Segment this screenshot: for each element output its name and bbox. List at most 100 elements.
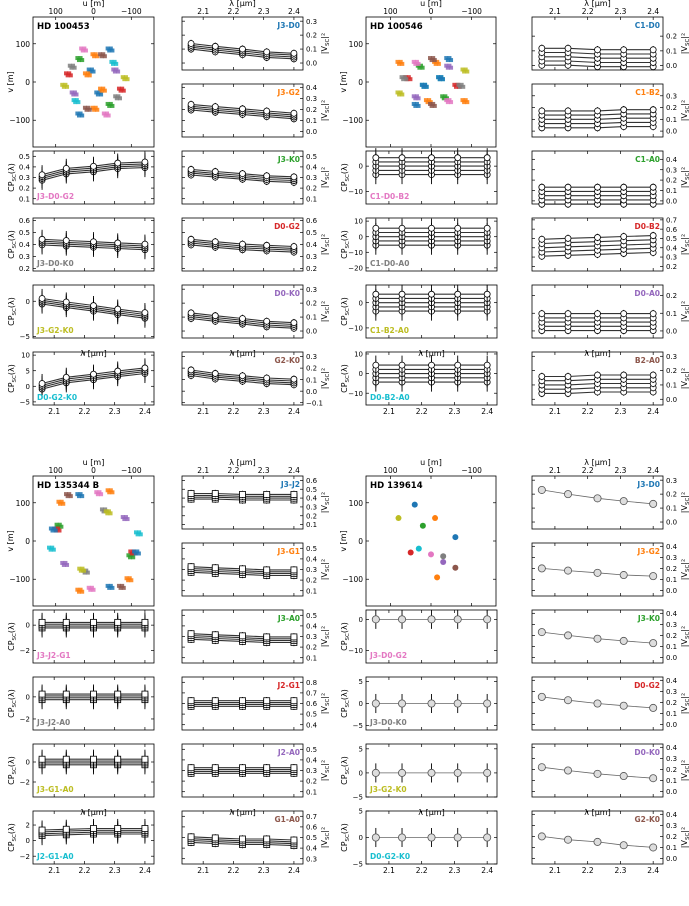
y-tick-label: 0.2 — [666, 33, 677, 41]
baseline-label: J3-J2 — [280, 480, 300, 489]
data-point — [38, 171, 46, 179]
data-point — [141, 158, 149, 166]
x-tick-label: 2.4 — [288, 866, 300, 875]
uv-point — [395, 515, 402, 522]
baseline-label: B2-A0 — [635, 356, 660, 365]
y-tick-label: 0.0 — [666, 62, 677, 70]
panel-frame — [181, 83, 304, 138]
u-tick-label: 100 — [383, 466, 398, 475]
cp-arg: (λ) — [340, 689, 349, 700]
panel-J3-K0: 0.10.20.30.40.5|VSC|²J3-K0 — [181, 150, 331, 205]
y-tick-label: 0.2 — [306, 577, 317, 585]
data-point — [649, 232, 657, 239]
panel-frame — [181, 284, 304, 339]
data-point — [211, 631, 219, 639]
v2-axis-label: |VSC|² — [680, 559, 689, 580]
panel-D0-A0: 0.00.10.2|VSC|²D0-A0 — [531, 284, 689, 339]
y-tick-label: 0.5 — [19, 153, 30, 161]
data-point — [454, 154, 462, 162]
y-tick-label: 0.1 — [306, 117, 317, 125]
panel-J3-K0: 0.00.10.20.30.4|VSC|²J3-K0 — [531, 609, 689, 664]
data-point — [564, 183, 572, 191]
v2-sub: SC — [325, 374, 331, 381]
cp-sub: SC — [12, 174, 18, 181]
data-point — [398, 699, 407, 708]
y-tick-label: 0.3 — [306, 633, 317, 641]
baseline-label: D0-G2-K0 — [370, 852, 410, 861]
x-tick-label: 2.2 — [582, 407, 594, 416]
data-point — [483, 290, 491, 298]
data-point — [38, 826, 46, 834]
u-axis-label: u [m] — [420, 458, 442, 467]
uv-point — [449, 65, 454, 70]
target-name: HD 100546 — [370, 22, 423, 32]
cp-sub: SC — [12, 308, 18, 315]
y-tick-label: 0.2 — [306, 644, 317, 652]
uv-point — [74, 92, 79, 97]
v2-sub: SC — [685, 833, 689, 840]
uv-point — [404, 77, 409, 82]
y-tick-label: 0.3 — [306, 504, 317, 512]
data-point — [187, 309, 195, 317]
v2-axis-label: |VSC|² — [680, 626, 689, 647]
x-tick-label: 2.1 — [48, 866, 60, 875]
data-point — [619, 571, 628, 580]
data-point — [114, 618, 122, 626]
data-point — [290, 243, 298, 250]
data-point — [90, 690, 97, 698]
y-tick-label: 0.6 — [306, 700, 318, 708]
v2-text: |V — [320, 46, 329, 55]
y-tick-label: 10 — [21, 352, 30, 360]
data-point — [428, 224, 435, 232]
cp-axis-label: CPSC(λ) — [7, 622, 18, 651]
uv-point — [434, 574, 441, 581]
data-point — [290, 375, 298, 383]
data-point — [141, 825, 149, 832]
baseline-label: C1-A0 — [635, 155, 660, 164]
uv-point — [436, 61, 441, 66]
panel-J3-G1-A0: −2 0 CPSC(λ) J3-G1-A0 — [7, 743, 155, 798]
baseline-label: J3-G2-K0 — [369, 785, 407, 794]
baseline-label: C1-B2 — [635, 88, 660, 97]
y-tick-label: 0.2 — [306, 778, 317, 786]
v2-end: |² — [320, 33, 329, 39]
data-point — [114, 825, 122, 832]
uv-point — [416, 61, 421, 66]
x-tick-label: 2.3 — [258, 866, 270, 875]
data-point — [290, 173, 298, 181]
v2-text: |V — [320, 840, 329, 849]
v2-sub: SC — [325, 766, 331, 773]
data-point — [593, 837, 602, 846]
y-tick-label: 0.0 — [306, 60, 317, 68]
v2-end: |² — [680, 368, 689, 374]
v2-end: |² — [320, 559, 329, 565]
data-point — [211, 370, 219, 377]
x-tick-label: 2.4 — [481, 407, 493, 416]
panel-G1-A0: 2.1 2.2 2.3 2.40.30.40.50.60.7|VSC|²G1-A0 — [181, 810, 331, 875]
data-point — [187, 366, 195, 374]
y-tick-label: 0.1 — [666, 116, 677, 124]
data-point — [371, 615, 380, 624]
panel-frame — [32, 351, 155, 406]
y-tick-label: −2 — [20, 853, 30, 861]
uv-point — [407, 549, 414, 556]
data-point — [187, 101, 195, 108]
data-point — [454, 361, 462, 369]
y-tick-label: 0.2 — [666, 833, 677, 841]
uv-point — [408, 77, 413, 82]
bottom-lambda-label: λ [μm] — [584, 349, 610, 358]
panel-frame — [531, 542, 664, 597]
panel-D0-G2: 0.00.10.20.30.4|VSC|²D0-G2 — [531, 676, 689, 731]
y-tick-label: 0.1 — [306, 788, 317, 796]
baseline-label: J3-J2-A0 — [36, 718, 70, 727]
data-point — [141, 309, 149, 317]
u-tick-label: 0 — [91, 466, 96, 475]
y-tick-label: 0.0 — [666, 788, 677, 796]
y-tick-label: 0.4 — [306, 623, 318, 631]
v2-axis-label: |VSC|² — [680, 760, 689, 781]
data-point — [649, 774, 658, 783]
y-tick-label: 0.7 — [306, 690, 317, 698]
y-tick-label: 0.2 — [666, 699, 677, 707]
data-point — [263, 172, 271, 180]
y-tick-label: 0.2 — [306, 365, 317, 373]
